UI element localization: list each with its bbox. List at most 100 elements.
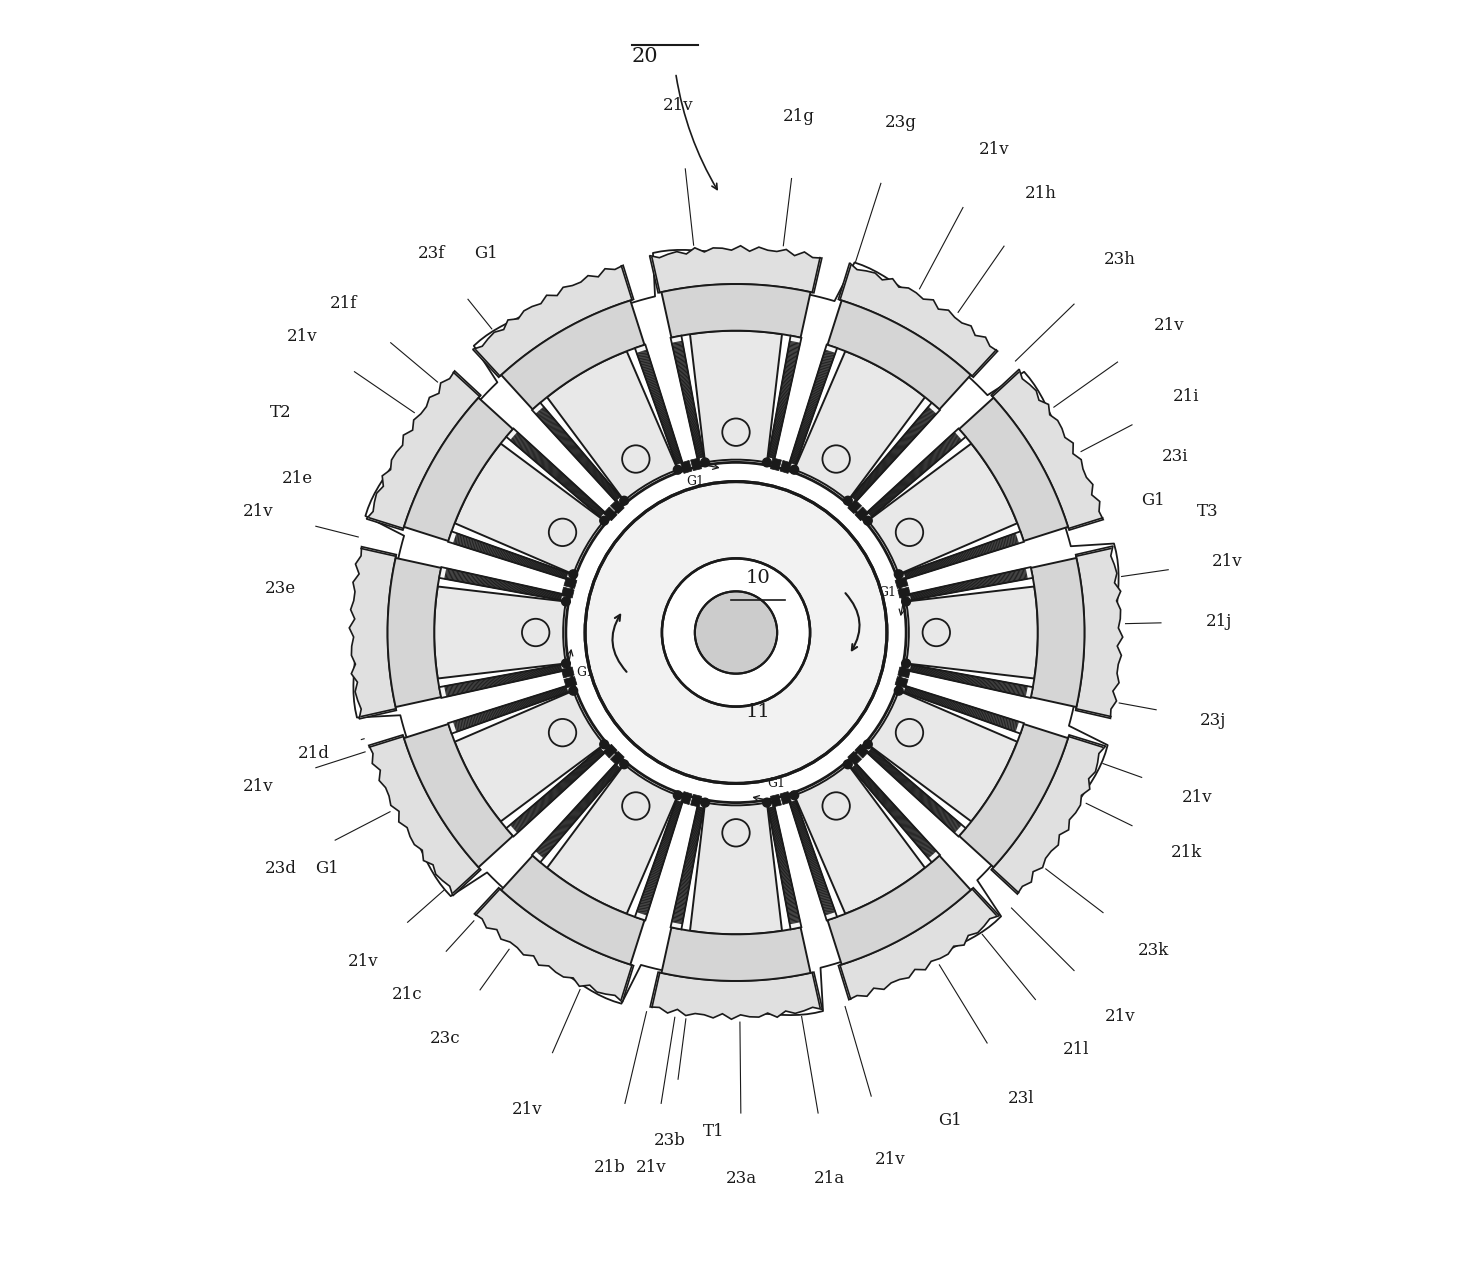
Text: G1: G1 (879, 586, 896, 598)
Polygon shape (531, 402, 624, 505)
Polygon shape (690, 458, 702, 471)
Text: 21j: 21j (1206, 614, 1232, 630)
Circle shape (895, 569, 904, 578)
Text: 23h: 23h (1104, 250, 1136, 268)
Text: 21v: 21v (874, 1151, 905, 1168)
Polygon shape (855, 507, 868, 521)
Circle shape (662, 558, 810, 707)
Text: 21v: 21v (287, 328, 318, 344)
Polygon shape (827, 855, 970, 965)
Polygon shape (604, 744, 617, 758)
Circle shape (843, 760, 852, 769)
Text: 21v: 21v (1105, 1008, 1135, 1025)
Circle shape (864, 516, 873, 525)
Polygon shape (506, 745, 608, 836)
Polygon shape (455, 691, 604, 821)
Polygon shape (991, 369, 1103, 530)
Polygon shape (899, 684, 1025, 734)
Polygon shape (611, 751, 624, 765)
Polygon shape (680, 460, 692, 473)
Text: 23f: 23f (418, 245, 445, 262)
Circle shape (701, 458, 710, 467)
Text: 21c: 21c (392, 987, 422, 1003)
Polygon shape (649, 245, 821, 292)
Text: 21v: 21v (979, 142, 1010, 158)
Polygon shape (661, 285, 811, 338)
Polygon shape (780, 460, 792, 473)
Text: T3: T3 (1197, 503, 1219, 520)
Polygon shape (447, 684, 573, 734)
Polygon shape (474, 888, 633, 1002)
Polygon shape (788, 344, 838, 469)
Polygon shape (502, 300, 645, 410)
Polygon shape (960, 724, 1069, 868)
Polygon shape (439, 664, 567, 698)
Text: 21v: 21v (243, 503, 274, 520)
Polygon shape (611, 500, 624, 514)
Polygon shape (907, 587, 1038, 678)
Polygon shape (767, 801, 801, 930)
Polygon shape (868, 444, 1017, 574)
Text: 21b: 21b (593, 1159, 626, 1176)
Polygon shape (548, 352, 677, 501)
Text: 10: 10 (746, 569, 770, 587)
Circle shape (673, 466, 682, 474)
Text: G1: G1 (686, 474, 705, 488)
Polygon shape (899, 531, 1025, 581)
Polygon shape (680, 792, 692, 805)
Circle shape (620, 496, 629, 505)
Text: 21v: 21v (243, 778, 274, 794)
Text: 21a: 21a (814, 1170, 845, 1187)
Polygon shape (905, 567, 1033, 601)
Text: 21d: 21d (297, 745, 330, 762)
Text: 21g: 21g (783, 108, 815, 125)
Polygon shape (839, 888, 999, 999)
Circle shape (902, 659, 911, 668)
Polygon shape (455, 444, 604, 574)
Text: T1: T1 (704, 1123, 724, 1141)
Circle shape (568, 569, 577, 578)
Text: G1: G1 (767, 777, 786, 791)
Text: 21v: 21v (662, 97, 693, 114)
Polygon shape (848, 402, 941, 505)
Polygon shape (690, 802, 782, 935)
Circle shape (701, 798, 710, 807)
Text: 21v: 21v (1154, 316, 1185, 334)
Circle shape (324, 221, 1148, 1044)
Polygon shape (403, 724, 512, 868)
Polygon shape (770, 794, 782, 807)
Text: 21v: 21v (636, 1159, 667, 1176)
Polygon shape (561, 667, 574, 678)
Text: 23e: 23e (265, 581, 296, 597)
Circle shape (673, 791, 682, 799)
Polygon shape (634, 344, 684, 469)
Polygon shape (848, 500, 861, 514)
Text: 23j: 23j (1200, 712, 1226, 729)
Polygon shape (690, 330, 782, 463)
Polygon shape (1030, 558, 1085, 707)
Text: 23b: 23b (654, 1132, 686, 1149)
Circle shape (568, 687, 577, 696)
Polygon shape (367, 371, 481, 530)
Polygon shape (864, 745, 966, 836)
Polygon shape (848, 760, 941, 863)
Circle shape (584, 482, 888, 783)
Text: G1: G1 (474, 245, 498, 262)
Polygon shape (506, 429, 608, 520)
Text: 23k: 23k (1138, 942, 1169, 959)
Text: 21k: 21k (1170, 844, 1201, 860)
Polygon shape (548, 764, 677, 913)
Text: 23a: 23a (726, 1170, 757, 1187)
Circle shape (762, 458, 771, 467)
Polygon shape (561, 587, 574, 598)
Polygon shape (788, 796, 838, 921)
Polygon shape (795, 352, 924, 501)
Polygon shape (895, 577, 908, 588)
Polygon shape (991, 735, 1105, 894)
Text: 23l: 23l (1008, 1090, 1035, 1107)
Text: 21h: 21h (1025, 185, 1057, 202)
Polygon shape (387, 558, 442, 707)
Polygon shape (349, 546, 396, 719)
Text: G1: G1 (938, 1112, 961, 1130)
Polygon shape (767, 335, 801, 464)
